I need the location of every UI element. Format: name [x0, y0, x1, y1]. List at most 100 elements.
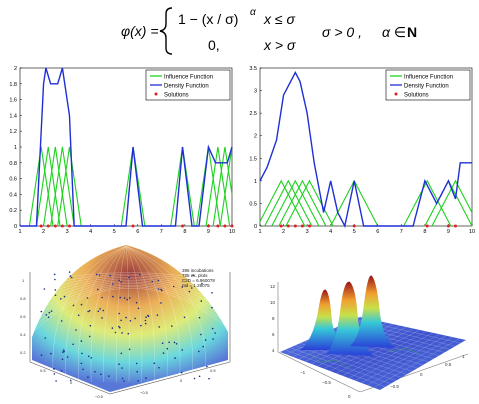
influence-line — [50, 146, 75, 227]
solution-point — [53, 224, 57, 228]
svg-text:0: 0 — [70, 380, 73, 385]
dome-sample-point — [102, 309, 105, 312]
y-tick-label: 3.5 — [249, 66, 257, 72]
formula-cond-alpha: α ∈ — [382, 24, 406, 40]
dome-mesh-line — [36, 281, 224, 313]
influence-line — [264, 179, 313, 227]
dome-sample-point — [90, 357, 92, 359]
dome-sample-point — [191, 287, 193, 289]
dome-sample-point — [50, 310, 53, 312]
dome-sample-point — [198, 316, 201, 319]
dome-mesh-line — [125, 245, 143, 383]
dome-sample-point — [120, 319, 122, 322]
dome-sample-point — [80, 340, 83, 342]
legend-solutions-label: Solutions — [404, 93, 429, 99]
x-tick-label: 3 — [306, 229, 309, 235]
dome-sample-point — [111, 327, 114, 329]
solution-point — [307, 224, 311, 228]
legend-solutions-swatch — [394, 92, 398, 96]
legend-influence-label: Influence Function — [404, 75, 453, 81]
dome-sample-point — [77, 314, 80, 317]
svg-text:0.5: 0.5 — [210, 368, 216, 373]
dome-stat-line: C2D = 6.960078 — [182, 278, 215, 283]
influence-line — [271, 179, 320, 227]
dome-sample-point — [135, 362, 138, 365]
dome-sample-point — [80, 303, 83, 306]
formula-case1-expr: 1 − (x / σ) — [178, 11, 238, 27]
svg-text:4: 4 — [272, 348, 275, 353]
svg-text:−0.5: −0.5 — [322, 380, 331, 385]
x-tick-label: 9 — [447, 229, 450, 235]
legend-influence-label: Influence Function — [164, 75, 213, 81]
dome-sample-point — [94, 371, 96, 373]
solution-point — [230, 224, 234, 228]
dome-sample-point — [87, 355, 90, 358]
dome-sample-point — [183, 316, 186, 319]
density-line — [259, 71, 472, 229]
dome-sample-point — [53, 273, 56, 276]
formula-case1-exp: α — [250, 7, 256, 18]
dome-sample-point — [72, 343, 74, 346]
formula-case1-cond: x ≤ σ — [263, 11, 295, 27]
dome-sample-point — [180, 371, 183, 374]
dome-sample-point — [118, 325, 120, 328]
dome-sample-point — [145, 316, 147, 318]
dome-mesh-line — [125, 245, 155, 383]
dome-mesh — [32, 245, 228, 383]
dome-sample-point — [128, 297, 131, 299]
influence-line — [35, 146, 61, 227]
influence-line — [28, 146, 54, 227]
dome-sample-point — [87, 310, 89, 313]
y-tick-label: 0.2 — [9, 208, 17, 214]
dome-sample-point — [70, 276, 73, 279]
y-tick-label: 1 — [14, 145, 17, 151]
dome-sample-point — [44, 337, 47, 339]
dome-sample-point — [99, 308, 101, 310]
y-tick-label: 0 — [14, 224, 17, 230]
dome-sample-point — [160, 302, 162, 304]
dome-sample-point — [175, 343, 178, 345]
svg-text:−0.5: −0.5 — [390, 384, 399, 389]
dome-sample-point — [50, 352, 52, 355]
dome-sample-point — [202, 345, 204, 348]
dome-sample-point — [212, 338, 214, 340]
solution-point — [446, 224, 450, 228]
left-legend: Influence Function Density Function Solu… — [145, 69, 231, 101]
svg-text:10: 10 — [270, 300, 276, 305]
dome-mesh-line — [125, 245, 181, 383]
dome-sample-point — [144, 322, 147, 325]
dome-sample-point — [54, 278, 56, 281]
density-line — [20, 67, 233, 227]
dome-stat-line: 396 incubations — [182, 268, 214, 273]
dome-sample-point — [60, 298, 62, 300]
svg-text:−0.5: −0.5 — [95, 394, 104, 399]
dome-sample-point — [128, 276, 130, 279]
svg-text:0: 0 — [180, 378, 183, 383]
peaks-mesh-line — [348, 332, 433, 379]
dome-sample-point — [121, 367, 123, 369]
peak-left — [300, 289, 348, 350]
y-tick-label: 2 — [254, 134, 257, 140]
dome-sample-point — [140, 324, 142, 327]
right-line-chart: 0 0.5 1 1.5 2 2.5 3 3.5 1 2 3 4 5 6 7 8 9 10 Influence Fu… — [249, 66, 475, 235]
peaks-axis-ticks: 12 10 8 6 4 −1 −0.5 0 −0.5 0 0.5 1 — [270, 284, 465, 399]
dome-sample-point — [101, 296, 103, 299]
peaks-mesh-line — [361, 335, 447, 383]
x-tick-label: 8 — [183, 229, 186, 235]
y-tick-label: 0.6 — [9, 177, 17, 183]
peaks-mesh-line — [354, 334, 440, 381]
solution-point — [425, 224, 429, 228]
left-line-chart: 0 0.2 0.4 0.6 0.8 1 1.2 1.4 1.6 1.8 2 1 2 3 4 5 6 7 8 9 10 I… — [9, 66, 235, 235]
dome-axes — [29, 272, 231, 395]
solution-point — [181, 224, 185, 228]
dome-sample-point — [43, 288, 46, 290]
y-tick-label: 2 — [14, 66, 17, 72]
dome-sample-point — [157, 288, 160, 290]
y-tick-label: 1.6 — [9, 98, 17, 104]
dome-sample-point — [173, 341, 176, 344]
legend-solutions-swatch — [154, 92, 158, 96]
y-tick-label: 1 — [254, 179, 257, 185]
influence-line — [205, 146, 231, 227]
dome-sample-point — [97, 288, 99, 291]
dome-sample-point — [137, 307, 140, 310]
